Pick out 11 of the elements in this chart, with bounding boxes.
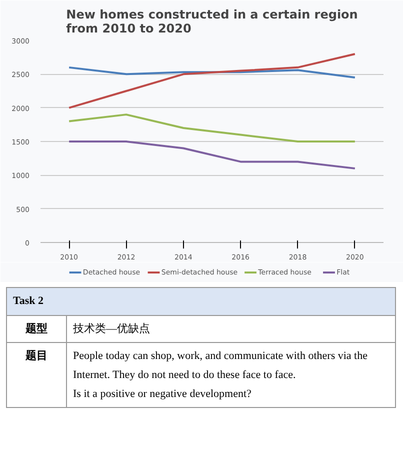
text: 题型: [6, 315, 66, 343]
text: 技术类—优缺点: [66, 315, 396, 343]
text: People today can shop, work, and communicate with others via the Internet. They do not need to do these face to face.: [73, 350, 368, 382]
chart-title: New homes constructed in a certain region from 2010 to 2020: [66, 8, 358, 36]
text: 题目: [6, 342, 66, 408]
text: Task 2: [6, 288, 396, 316]
text: Is it a positive or negative development?: [73, 388, 252, 400]
line-series: [68, 114, 356, 142]
line-series: [68, 140, 356, 170]
line-series: [68, 52, 356, 109]
line-series: [68, 66, 356, 79]
